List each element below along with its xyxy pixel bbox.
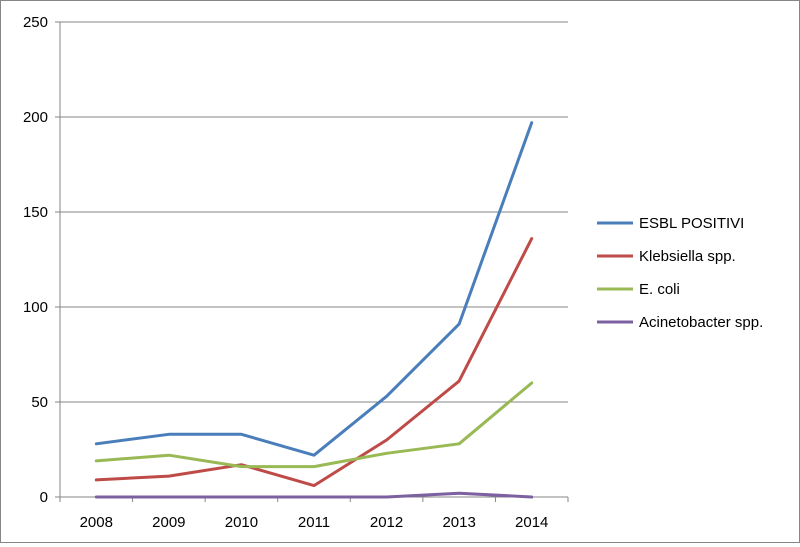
x-axis-tick-labels: 2008 2009 2010 2011 2012 2013 2014 [80, 514, 549, 531]
y-axis-tick-labels: 0 50 100 150 200 250 [23, 14, 48, 506]
legend-label: ESBL POSITIVI [639, 215, 744, 232]
x-tick-label: 2008 [80, 514, 113, 531]
series-line-3 [94, 491, 534, 499]
y-tick-label: 200 [23, 109, 48, 126]
legend-label: E. coli [639, 281, 680, 298]
y-tick-label: 100 [23, 299, 48, 316]
legend-label: Acinetobacter spp. [639, 314, 763, 331]
series-line-1 [94, 237, 534, 488]
legend-label: Klebsiella spp. [639, 248, 736, 265]
x-tick-label: 2012 [370, 514, 403, 531]
x-tick-label: 2010 [225, 514, 258, 531]
y-tick-label: 150 [23, 204, 48, 221]
grid-lines [60, 21, 568, 403]
series-line-2 [94, 381, 534, 469]
x-tick-label: 2009 [152, 514, 185, 531]
y-tick-label: 50 [31, 394, 48, 411]
series-line-0 [94, 121, 534, 457]
y-tick-label: 0 [40, 489, 48, 506]
series-lines [94, 121, 534, 499]
x-tick-label: 2013 [442, 514, 475, 531]
x-tick-label: 2014 [515, 514, 548, 531]
x-tick-label: 2011 [298, 514, 330, 531]
axes [55, 21, 569, 502]
y-tick-label: 250 [23, 14, 48, 31]
legend: ESBL POSITIVI Klebsiella spp. E. coli Acine… [597, 215, 763, 331]
